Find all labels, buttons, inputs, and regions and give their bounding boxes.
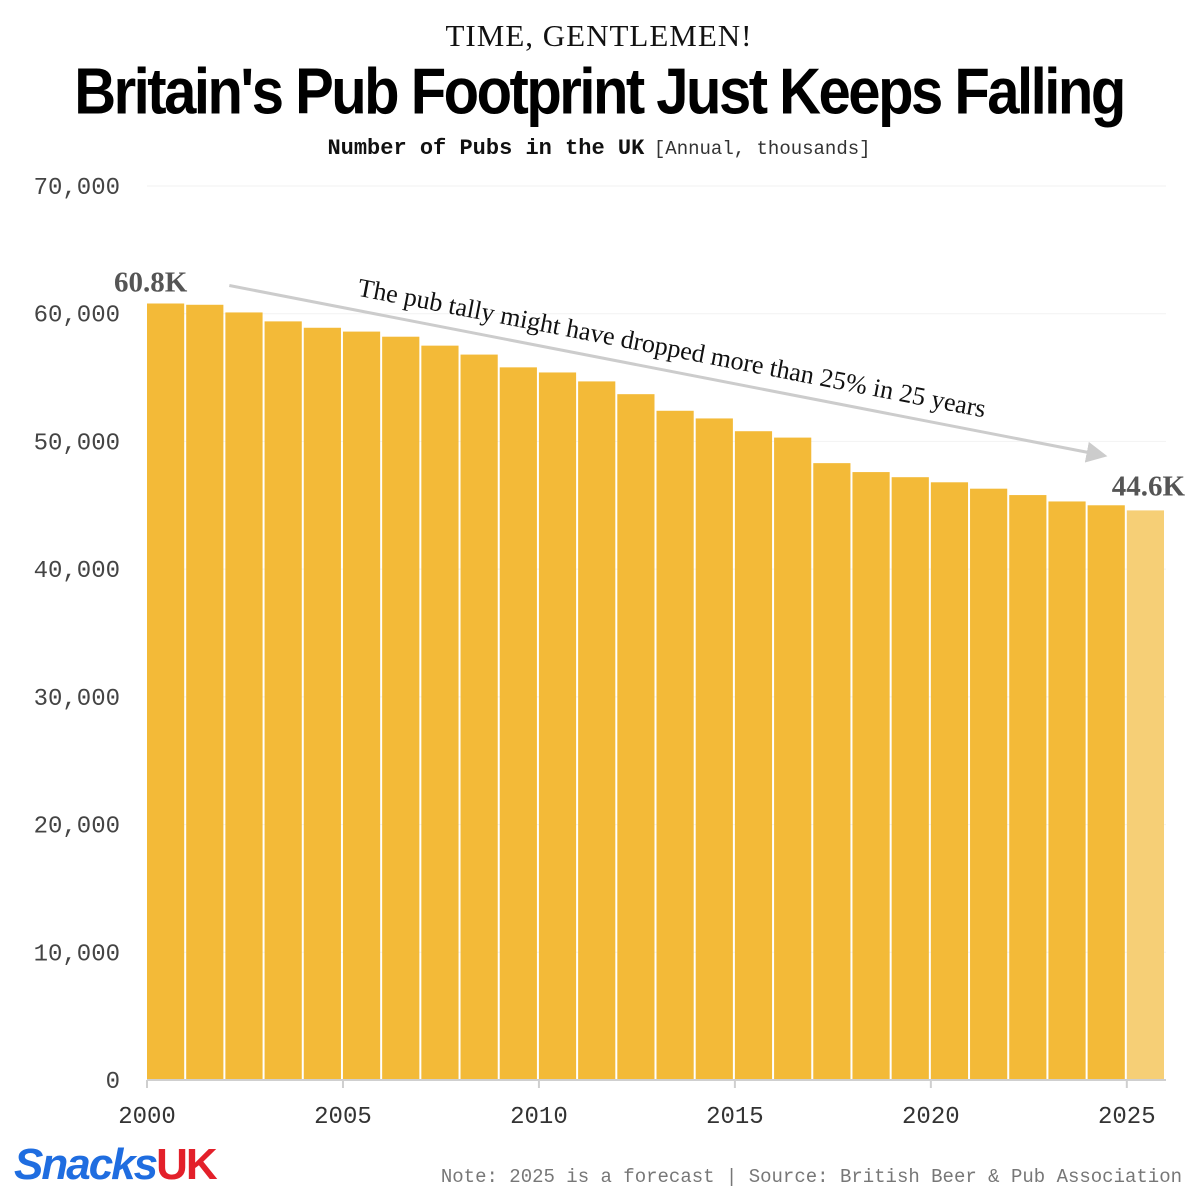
chart-subtitle-unit: [Annual, thousands] <box>653 138 871 160</box>
bar <box>734 431 773 1080</box>
bar <box>147 303 185 1080</box>
chart-subtitle-block: Number of Pubs in the UK [Annual, thousa… <box>0 136 1198 161</box>
y-tick-label: 20,000 <box>34 814 120 841</box>
x-tick-label: 2010 <box>510 1104 568 1131</box>
end-value-label: 44.6K <box>1112 470 1186 502</box>
trend-arrow <box>229 284 1108 463</box>
x-tick-label: 2020 <box>902 1104 960 1131</box>
x-tick-label: 2015 <box>706 1104 764 1131</box>
bar <box>499 367 537 1081</box>
start-value-label: 60.8K <box>114 266 188 298</box>
bar <box>1087 505 1125 1080</box>
bar <box>813 463 851 1080</box>
bars-group <box>147 303 1164 1081</box>
bar <box>852 472 890 1081</box>
y-tick-label: 40,000 <box>34 558 120 585</box>
x-tick-label: 2025 <box>1098 1104 1156 1131</box>
bar <box>303 327 341 1081</box>
bar <box>1048 501 1086 1080</box>
bar <box>695 418 733 1080</box>
chart-kicker: TIME, GENTLEMEN! <box>445 18 753 53</box>
y-tick-label: 0 <box>106 1069 120 1096</box>
bar <box>1009 495 1047 1080</box>
x-tick-label: 2000 <box>118 1104 176 1131</box>
bar <box>617 394 655 1080</box>
bar <box>421 345 459 1081</box>
bar <box>264 321 302 1080</box>
logo-accent: UK <box>156 1140 218 1189</box>
bar-forecast <box>1126 510 1164 1080</box>
bar <box>930 482 969 1081</box>
bar <box>225 312 263 1080</box>
bar <box>460 354 498 1080</box>
x-axis: 2000 2005 2010 2015 2020 2025 <box>118 1079 1166 1131</box>
y-tick-label: 60,000 <box>34 303 120 330</box>
y-axis: 0 10,000 20,000 30,000 40,000 50,000 60,000 70,… <box>34 175 120 1096</box>
chart-title: Britain's Pub Footprint Just Keeps Falli… <box>74 55 1126 128</box>
y-tick-label: 10,000 <box>34 941 120 968</box>
source-note: Note: 2025 is a forecast | Source: Briti… <box>440 1166 1182 1188</box>
y-tick-label: 50,000 <box>34 430 120 457</box>
y-tick-label: 30,000 <box>34 686 120 713</box>
bar <box>186 304 224 1080</box>
bar <box>342 331 381 1080</box>
bar <box>891 477 929 1080</box>
bar <box>578 381 616 1081</box>
brand-logo: SnacksUK <box>14 1140 218 1190</box>
x-tick-label: 2005 <box>314 1104 372 1131</box>
y-tick-label: 70,000 <box>34 175 120 202</box>
bar <box>382 336 420 1080</box>
bar <box>774 437 812 1080</box>
logo-text: Snacks <box>14 1140 158 1189</box>
bar <box>970 488 1008 1080</box>
bar <box>538 372 577 1080</box>
bar <box>656 410 694 1081</box>
chart-subtitle: Number of Pubs in the UK <box>327 136 645 161</box>
